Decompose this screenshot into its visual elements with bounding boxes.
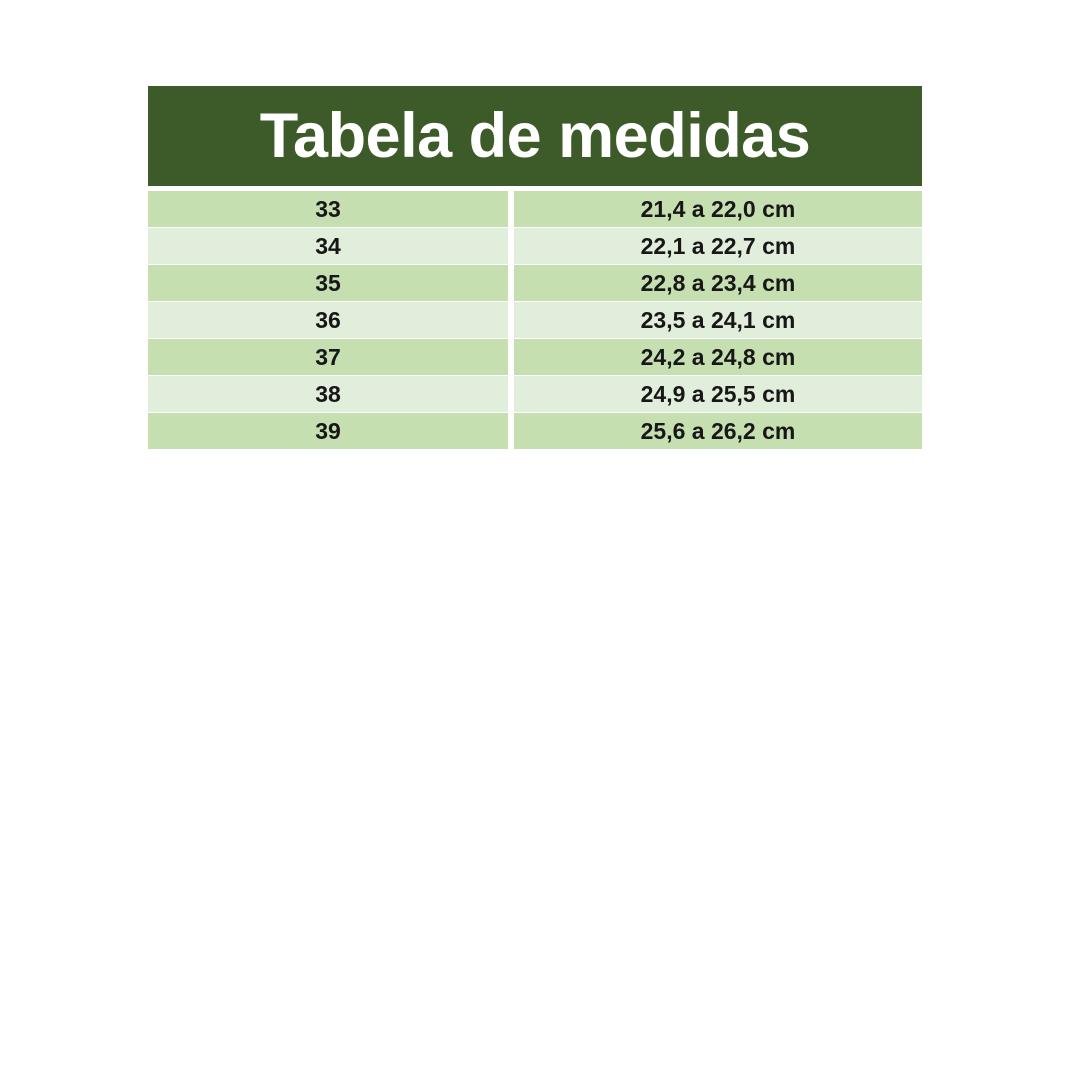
cell-measure: 24,9 a 25,5 cm [514, 376, 922, 412]
cell-size: 34 [148, 228, 508, 264]
column-divider [508, 265, 514, 301]
chart-title-bar: Tabela de medidas [148, 86, 922, 186]
size-chart: Tabela de medidas 33 21,4 a 22,0 cm 34 2… [148, 86, 922, 449]
cell-size: 33 [148, 191, 508, 227]
table-row: 36 23,5 a 24,1 cm [148, 302, 922, 338]
cell-size: 39 [148, 413, 508, 449]
column-divider [508, 302, 514, 338]
column-divider [508, 191, 514, 227]
size-chart-body: 33 21,4 a 22,0 cm 34 22,1 a 22,7 cm 35 2… [148, 186, 922, 449]
table-row: 38 24,9 a 25,5 cm [148, 376, 922, 412]
column-divider [508, 413, 514, 449]
cell-measure: 25,6 a 26,2 cm [514, 413, 922, 449]
column-divider [508, 339, 514, 375]
page-title: Tabela de medidas [259, 100, 811, 171]
cell-measure: 22,8 a 23,4 cm [514, 265, 922, 301]
cell-measure: 23,5 a 24,1 cm [514, 302, 922, 338]
cell-measure: 21,4 a 22,0 cm [514, 191, 922, 227]
table-row: 39 25,6 a 26,2 cm [148, 413, 922, 449]
cell-size: 38 [148, 376, 508, 412]
table-row: 37 24,2 a 24,8 cm [148, 339, 922, 375]
cell-size: 37 [148, 339, 508, 375]
table-row: 35 22,8 a 23,4 cm [148, 265, 922, 301]
column-divider [508, 376, 514, 412]
cell-size: 36 [148, 302, 508, 338]
cell-measure: 22,1 a 22,7 cm [514, 228, 922, 264]
table-row: 33 21,4 a 22,0 cm [148, 191, 922, 227]
table-row: 34 22,1 a 22,7 cm [148, 228, 922, 264]
column-divider [508, 228, 514, 264]
cell-size: 35 [148, 265, 508, 301]
cell-measure: 24,2 a 24,8 cm [514, 339, 922, 375]
